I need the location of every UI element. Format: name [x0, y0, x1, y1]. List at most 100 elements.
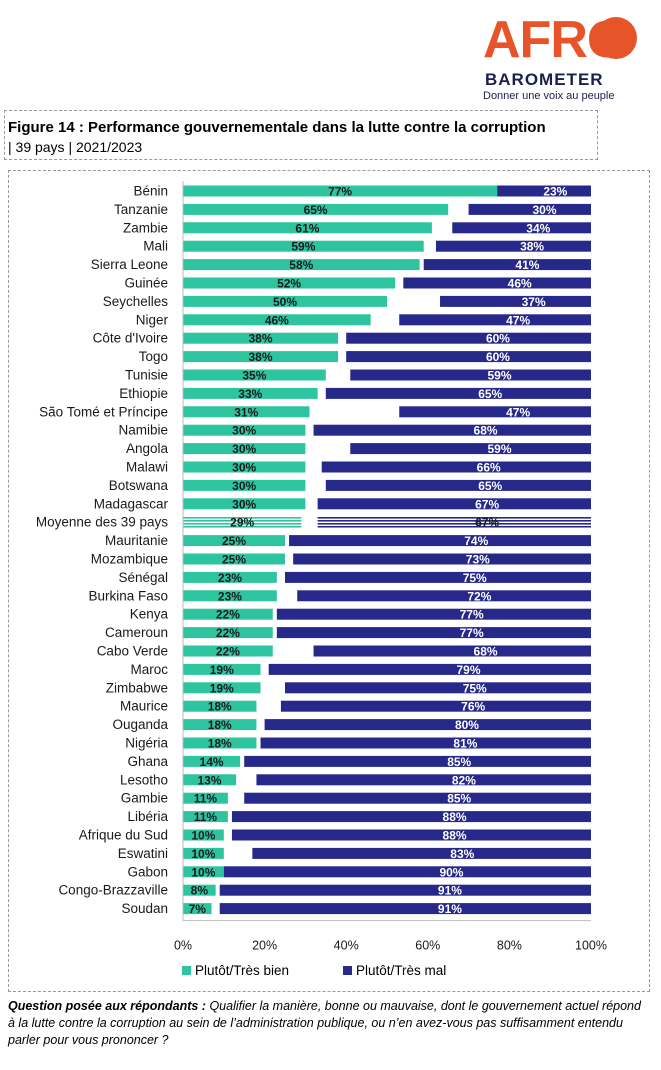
logo-sub-text: BAROMETER [485, 70, 604, 89]
bar-bien [183, 406, 310, 418]
bar-mal [325, 387, 591, 399]
category-label: Nigéria [125, 736, 168, 751]
bar-mal [313, 424, 591, 436]
data-label-mal: 80% [455, 718, 479, 732]
bar-mal [313, 645, 591, 657]
category-label: Mauritanie [105, 533, 168, 548]
bar-bien [183, 829, 224, 841]
bar-mal [350, 369, 591, 381]
bar-bien [183, 553, 285, 565]
category-label: Gabon [127, 864, 168, 879]
figure-title: Figure 14 : Performance gouvernementale … [8, 119, 546, 136]
bar-bien [183, 443, 306, 455]
data-label-bien: 22% [216, 645, 240, 659]
data-label-mal: 88% [443, 829, 467, 843]
category-label: Zimbabwe [106, 680, 168, 695]
title-frame [4, 110, 598, 160]
category-label: Mali [143, 239, 168, 254]
data-label-bien: 30% [232, 461, 256, 475]
bar-bien [183, 571, 277, 583]
bar-bien [183, 351, 339, 363]
data-label-mal: 37% [522, 295, 546, 309]
data-label-bien: 19% [210, 681, 234, 695]
category-label: Gambie [121, 791, 168, 806]
x-tick-label: 100% [575, 939, 607, 953]
data-label-bien: 38% [249, 350, 273, 364]
data-label-mal: 83% [450, 847, 474, 861]
data-label-bien: 65% [304, 203, 328, 217]
data-label-mal: 60% [486, 332, 510, 346]
bar-mal [293, 553, 591, 565]
bar-bien [183, 387, 318, 399]
category-label: Zambie [123, 220, 168, 235]
data-label-mal: 85% [447, 792, 471, 806]
data-label-mal: 66% [477, 461, 501, 475]
data-label-mal: 72% [467, 589, 491, 603]
bar-bien [183, 277, 396, 289]
data-label-mal: 46% [508, 277, 532, 291]
data-label-mal: 75% [463, 571, 487, 585]
category-label: Niger [136, 312, 169, 327]
bar-mal [231, 829, 591, 841]
bar-mal [346, 351, 591, 363]
figure-subtitle: | 39 pays | 2021/2023 [8, 139, 143, 155]
bar-mal [399, 406, 591, 418]
bar-mal [276, 608, 591, 620]
category-label: Ghana [127, 754, 168, 769]
category-label: Congo-Brazzaville [58, 883, 168, 898]
bar-bien [183, 295, 387, 307]
category-label: Madagascar [94, 496, 169, 511]
question-label: Question posée aux répondants : [8, 999, 206, 1013]
bar-bien [183, 608, 273, 620]
category-label: Sénégal [118, 570, 168, 585]
data-label-mal: 47% [506, 405, 530, 419]
data-label-mal: 81% [453, 737, 477, 751]
bar-bien [183, 645, 273, 657]
bar-mal [468, 203, 591, 215]
data-label-mal: 65% [478, 387, 502, 401]
bar-mal [276, 627, 591, 639]
data-label-bien: 52% [277, 277, 301, 291]
data-label-bien: 29% [230, 516, 254, 530]
bar-mal [435, 240, 591, 252]
x-tick-label: 40% [334, 939, 359, 953]
category-label: Libéria [127, 809, 168, 824]
category-label: Maurice [120, 699, 168, 714]
bar-mal [325, 479, 591, 491]
category-label: Cameroun [105, 625, 168, 640]
bar-bien [183, 903, 212, 915]
bar-bien [183, 682, 261, 694]
bar-mal [285, 682, 591, 694]
bar-bien [183, 590, 277, 602]
bar-mal [497, 185, 591, 197]
category-label: Sierra Leone [91, 257, 168, 272]
bar-bien [183, 222, 432, 234]
bar-mal [223, 866, 592, 878]
data-label-bien: 10% [191, 865, 215, 879]
category-label: Maroc [130, 662, 168, 677]
category-label: São Tomé et Príncipe [39, 404, 168, 419]
data-label-bien: 30% [232, 479, 256, 493]
category-label: Tunisie [125, 368, 168, 383]
x-tick-label: 60% [415, 939, 440, 953]
bar-bien [183, 719, 257, 731]
data-label-bien: 50% [273, 295, 297, 309]
bar-mal [317, 498, 591, 510]
data-label-mal: 67% [475, 497, 499, 511]
data-label-bien: 11% [194, 810, 218, 824]
category-label: Guinée [124, 276, 168, 291]
category-label: Lesotho [120, 772, 168, 787]
data-label-mal: 59% [488, 442, 512, 456]
x-tick-label: 20% [252, 939, 277, 953]
bar-mal [297, 590, 591, 602]
data-label-bien: 10% [191, 829, 215, 843]
bar-mal [403, 277, 591, 289]
data-label-mal: 41% [515, 258, 539, 272]
category-label: Cabo Verde [97, 644, 168, 659]
bar-bien [183, 737, 257, 749]
bar-mal [285, 571, 591, 583]
data-label-bien: 46% [265, 313, 289, 327]
data-label-bien: 14% [200, 755, 224, 769]
category-label: Bénin [133, 184, 168, 199]
bar-bien [183, 314, 371, 326]
